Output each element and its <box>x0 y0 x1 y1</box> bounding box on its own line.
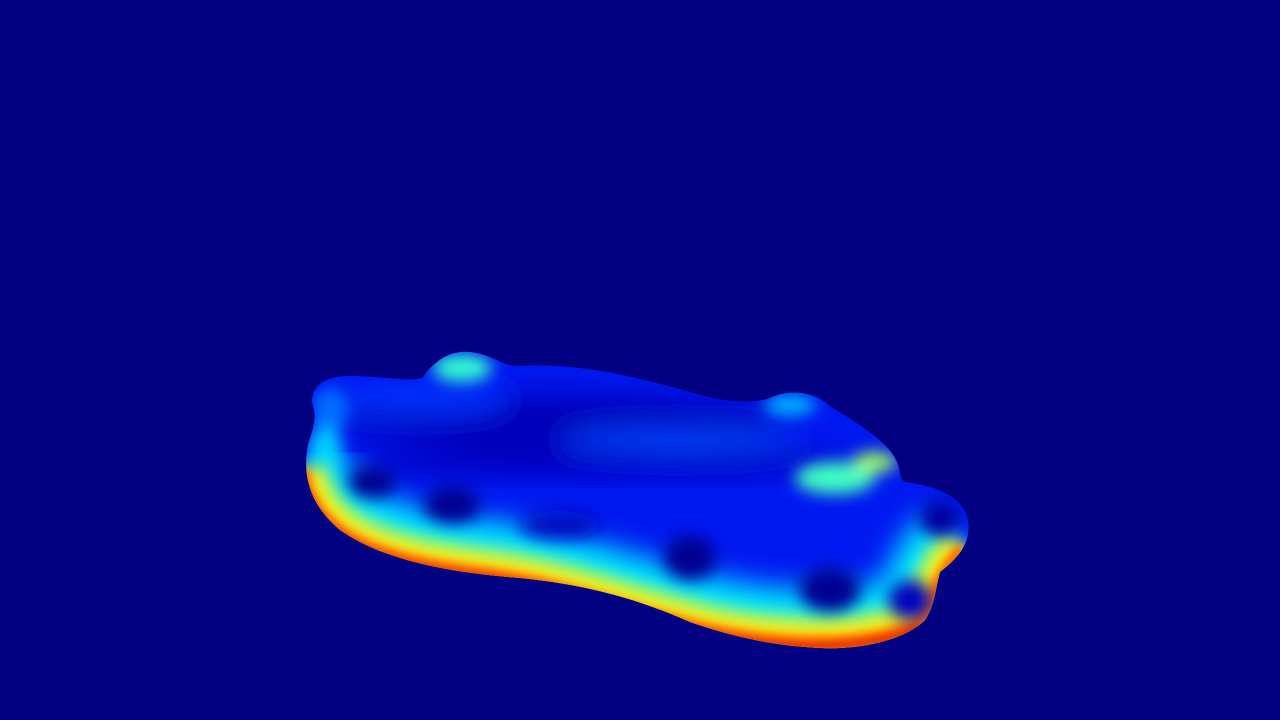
surface <box>306 351 969 649</box>
highlights <box>307 354 897 494</box>
dimples <box>348 466 960 620</box>
ridges <box>330 385 840 478</box>
